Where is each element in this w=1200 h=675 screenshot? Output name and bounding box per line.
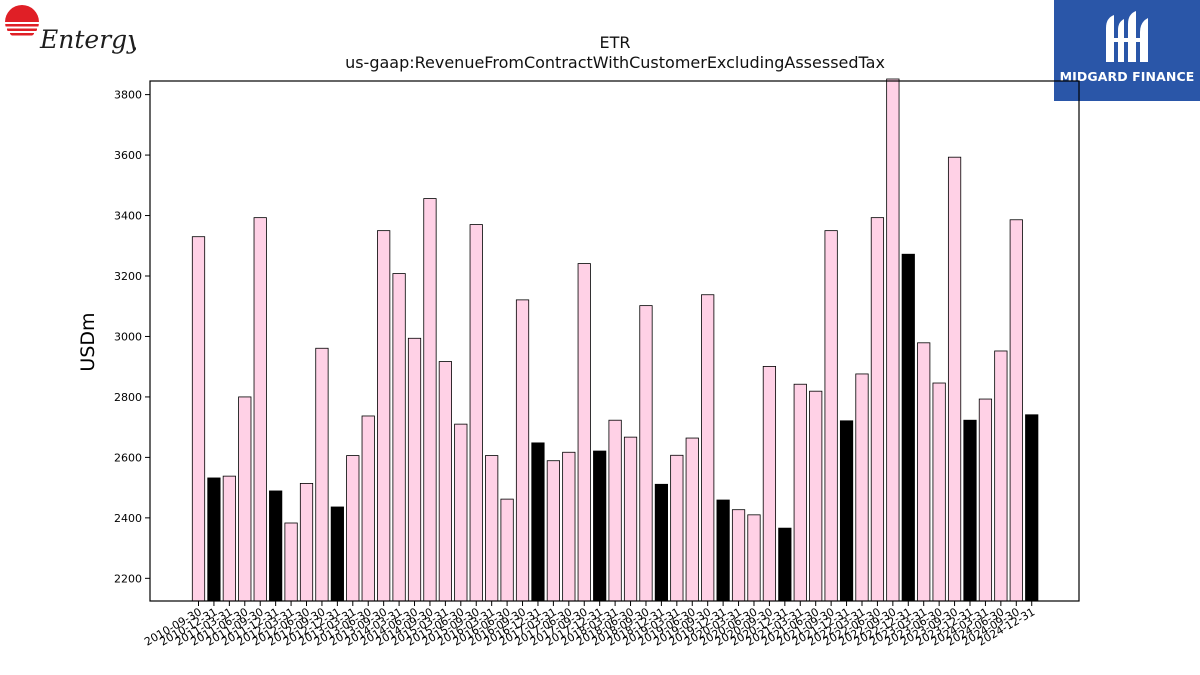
bar-2013-03-31 — [346, 455, 360, 602]
midgard-emblem-icon — [1106, 11, 1148, 62]
bar-2024-12-31 — [1025, 414, 1039, 602]
bar-2012-06-30 — [299, 482, 314, 602]
bar-2016-03-31 — [485, 455, 499, 602]
bar-2017-06-30 — [562, 451, 576, 602]
bar-2018-12-31 — [654, 483, 669, 602]
bar-2014-03-31 — [392, 273, 406, 602]
y-tick-label: 3000 — [114, 330, 142, 343]
bar-2022-12-31 — [901, 253, 915, 602]
bar-2010-12-31 — [207, 477, 221, 602]
y-tick-label: 2800 — [114, 391, 142, 404]
bar-2016-12-31 — [531, 442, 545, 602]
bar-2021-03-31 — [793, 383, 807, 602]
y-axis-label: USDm — [77, 312, 99, 371]
chart-title: ETR — [600, 33, 631, 52]
bar-2020-03-31 — [731, 509, 746, 602]
bar-2021-06-30 — [809, 390, 823, 602]
bar-2020-06-30 — [747, 514, 761, 602]
bar-2011-09-30 — [253, 217, 267, 602]
bar-2023-03-31 — [917, 342, 931, 602]
bar-2013-09-30 — [377, 230, 391, 602]
bar-2019-06-30 — [685, 437, 699, 602]
midgard-finance-logo: MIDGARD FINANCE — [1054, 0, 1200, 101]
bar-2014-06-30 — [407, 337, 422, 602]
bar-2023-12-31 — [963, 419, 977, 602]
bar-2022-03-31 — [855, 373, 869, 602]
entergy-wordmark: Entergy — [39, 25, 136, 54]
bar-2011-12-31 — [269, 490, 283, 602]
x-axis-ticks: 2010-09-302010-12-312011-03-312011-06-30… — [142, 601, 1037, 649]
bar-2014-09-30 — [423, 198, 437, 602]
bar-2020-09-30 — [762, 365, 777, 602]
bar-2018-03-31 — [608, 419, 622, 602]
y-axis-ticks: 2200 2400 2600 2800 3000 3200 3400 3600 3800 — [114, 89, 150, 585]
y-tick-label: 2200 — [114, 572, 142, 585]
y-tick-label: 3200 — [114, 270, 142, 283]
bar-2018-06-30 — [623, 436, 638, 602]
bar-2019-09-30 — [701, 294, 715, 602]
bar-2012-12-31 — [330, 506, 344, 602]
bar-2013-06-30 — [361, 415, 375, 602]
bar-2019-03-31 — [670, 454, 684, 602]
bar-2018-09-30 — [639, 305, 653, 602]
bar-2016-09-30 — [515, 299, 530, 602]
bar-2017-03-31 — [546, 460, 560, 602]
bar-2020-12-31 — [778, 527, 792, 602]
bar-2016-06-30 — [500, 498, 514, 602]
y-tick-label: 2600 — [114, 451, 142, 464]
bar-2012-09-30 — [315, 347, 329, 602]
bar-2024-03-31 — [978, 398, 993, 602]
bar-2011-06-30 — [238, 396, 252, 602]
bar-2023-06-30 — [932, 382, 946, 602]
bar-2021-09-30 — [824, 230, 838, 602]
bar-2011-03-31 — [222, 475, 236, 602]
bar-2023-09-30 — [947, 156, 962, 602]
bar-2015-09-30 — [469, 224, 483, 602]
bar-2010-09-30 — [191, 236, 206, 602]
bar-2017-09-30 — [577, 263, 591, 602]
bar-2015-06-30 — [454, 423, 468, 602]
plot-frame — [149, 80, 1080, 602]
midgard-wordmark: MIDGARD FINANCE — [1059, 69, 1195, 84]
bar-2021-12-31 — [839, 420, 854, 602]
bar-2019-12-31 — [716, 499, 730, 602]
bar-2024-06-30 — [994, 350, 1008, 602]
bar-2022-09-30 — [886, 78, 900, 602]
y-tick-label: 3800 — [114, 89, 142, 102]
bars-group — [191, 78, 1039, 602]
bar-2024-09-30 — [1009, 219, 1023, 602]
y-tick-label: 3600 — [114, 149, 142, 162]
bar-2015-03-31 — [438, 361, 452, 602]
chart-subtitle: us-gaap:RevenueFromContractWithCustomerE… — [345, 53, 885, 72]
entergy-logo: Entergy — [4, 4, 142, 56]
bar-2022-06-30 — [870, 217, 885, 602]
sun-icon — [5, 5, 39, 36]
bar-2012-03-31 — [284, 522, 298, 602]
y-tick-label: 3400 — [114, 210, 142, 223]
bar-2017-12-31 — [593, 450, 607, 602]
y-tick-label: 2400 — [114, 512, 142, 525]
